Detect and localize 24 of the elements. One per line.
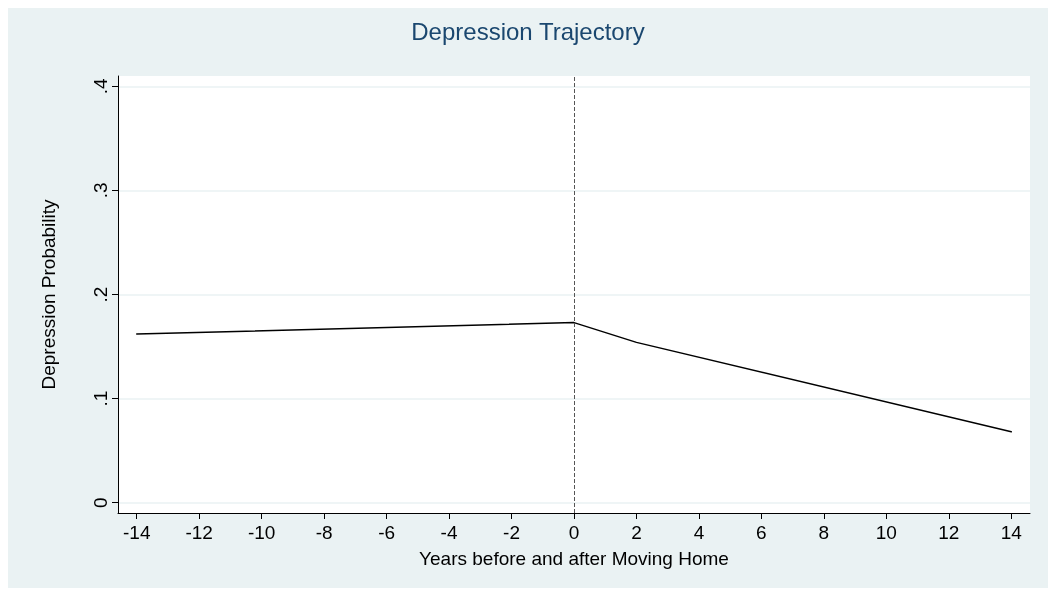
x-tick-label: 14 — [1000, 522, 1023, 543]
y-axis-title: Depression Probability — [38, 198, 59, 390]
x-tick-label: -12 — [185, 522, 213, 543]
x-tick-label: -4 — [440, 522, 458, 543]
chart-title: Depression Trajectory — [411, 17, 645, 45]
x-tick-label: -2 — [503, 522, 520, 543]
y-tick-label: .4 — [90, 78, 111, 95]
x-tick-label: -8 — [315, 522, 333, 543]
x-tick-label: -10 — [247, 522, 276, 543]
x-tick-label: 2 — [631, 522, 642, 543]
x-tick-label: 10 — [875, 522, 897, 543]
y-tick-label: .3 — [90, 182, 111, 199]
x-tick-label: 4 — [693, 522, 705, 543]
x-axis-title: Years before and after Moving Home — [419, 548, 729, 569]
x-tick-label: 12 — [938, 522, 960, 543]
x-tick-label: 6 — [756, 522, 767, 543]
x-tick-label: -6 — [378, 522, 396, 543]
x-tick-label: 0 — [568, 522, 580, 543]
x-tick-label: 8 — [818, 522, 830, 543]
x-tick-label: -14 — [123, 522, 151, 543]
y-tick-label: 0 — [90, 497, 111, 508]
line-series — [135, 321, 1013, 433]
y-tick-label: .2 — [90, 286, 111, 303]
y-tick-label: .1 — [90, 390, 111, 407]
